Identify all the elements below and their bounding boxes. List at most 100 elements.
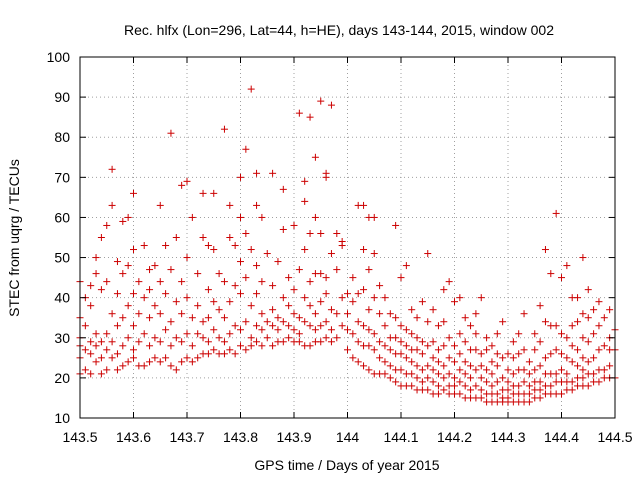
data-point <box>146 358 154 366</box>
data-point <box>360 201 368 209</box>
data-point <box>333 229 341 237</box>
data-point <box>327 101 335 109</box>
data-point <box>552 346 560 354</box>
data-point <box>536 378 544 386</box>
data-point <box>279 225 287 233</box>
data-point <box>488 382 496 390</box>
data-point <box>590 306 598 314</box>
data-point <box>247 342 255 350</box>
data-point <box>204 286 212 294</box>
data-point <box>290 221 298 229</box>
data-point <box>333 310 341 318</box>
data-point <box>194 354 202 362</box>
data-point <box>536 394 544 402</box>
data-point <box>584 286 592 294</box>
data-point <box>493 330 501 338</box>
data-point <box>536 386 544 394</box>
data-point <box>306 342 314 350</box>
data-point <box>429 306 437 314</box>
data-point <box>418 366 426 374</box>
data-point <box>402 354 410 362</box>
data-point <box>520 310 528 318</box>
data-point <box>424 386 432 394</box>
data-point <box>493 350 501 358</box>
data-point <box>563 370 571 378</box>
data-point <box>253 322 261 330</box>
data-point <box>215 270 223 278</box>
data-point <box>231 282 239 290</box>
data-point <box>461 370 469 378</box>
data-point <box>97 370 105 378</box>
data-point <box>445 354 453 362</box>
data-point <box>499 374 507 382</box>
data-point <box>408 330 416 338</box>
data-point <box>413 314 421 322</box>
data-point <box>418 298 426 306</box>
data-point <box>237 290 244 298</box>
data-point <box>204 338 212 346</box>
data-point <box>92 270 100 278</box>
data-point <box>253 290 261 298</box>
data-point <box>456 378 464 386</box>
data-point <box>558 390 565 398</box>
data-point <box>515 330 523 338</box>
data-point <box>456 366 464 374</box>
data-point <box>204 350 212 358</box>
data-point <box>434 390 442 398</box>
data-point <box>108 165 116 173</box>
data-point <box>156 201 164 209</box>
data-point <box>194 330 202 338</box>
data-point <box>397 350 405 358</box>
data-point <box>440 342 448 350</box>
data-point <box>397 274 405 282</box>
data-point <box>595 298 603 306</box>
data-point <box>525 358 533 366</box>
data-point <box>344 310 351 318</box>
data-point <box>531 346 539 354</box>
data-point <box>108 310 116 318</box>
x-tick-label: 143.6 <box>116 429 151 445</box>
x-tick-label: 144.4 <box>544 429 579 445</box>
data-point <box>162 242 170 250</box>
data-point <box>552 370 560 378</box>
data-point <box>178 338 186 346</box>
data-point <box>274 314 282 322</box>
data-point <box>215 306 223 314</box>
data-point <box>151 302 159 310</box>
x-axis-label: GPS time / Days of year 2015 <box>254 457 439 473</box>
data-point <box>140 242 148 250</box>
data-point <box>579 254 587 262</box>
data-point <box>381 294 389 302</box>
data-point <box>295 109 303 117</box>
data-point <box>467 386 475 394</box>
data-point <box>210 189 218 197</box>
data-point <box>97 338 105 346</box>
y-tick-label: 50 <box>54 250 70 266</box>
data-point <box>509 354 517 362</box>
data-point <box>451 358 458 366</box>
data-point <box>103 346 111 354</box>
data-point <box>493 362 501 370</box>
data-point <box>124 358 132 366</box>
data-point <box>354 290 362 298</box>
data-point <box>499 354 507 362</box>
x-tick-label: 143.5 <box>62 429 97 445</box>
data-point <box>365 326 373 334</box>
data-point <box>188 314 196 322</box>
data-point <box>322 318 330 326</box>
data-point <box>247 302 255 310</box>
data-point <box>338 238 346 246</box>
data-point <box>520 366 528 374</box>
data-point <box>429 366 437 374</box>
data-point <box>467 322 475 330</box>
data-point <box>483 378 491 386</box>
data-point <box>584 358 592 366</box>
data-point <box>274 258 282 266</box>
data-point <box>172 298 180 306</box>
data-point <box>322 274 330 282</box>
data-point <box>140 294 148 302</box>
data-point <box>327 326 335 334</box>
data-point <box>579 334 587 342</box>
data-point <box>606 362 614 370</box>
data-point <box>477 350 485 358</box>
